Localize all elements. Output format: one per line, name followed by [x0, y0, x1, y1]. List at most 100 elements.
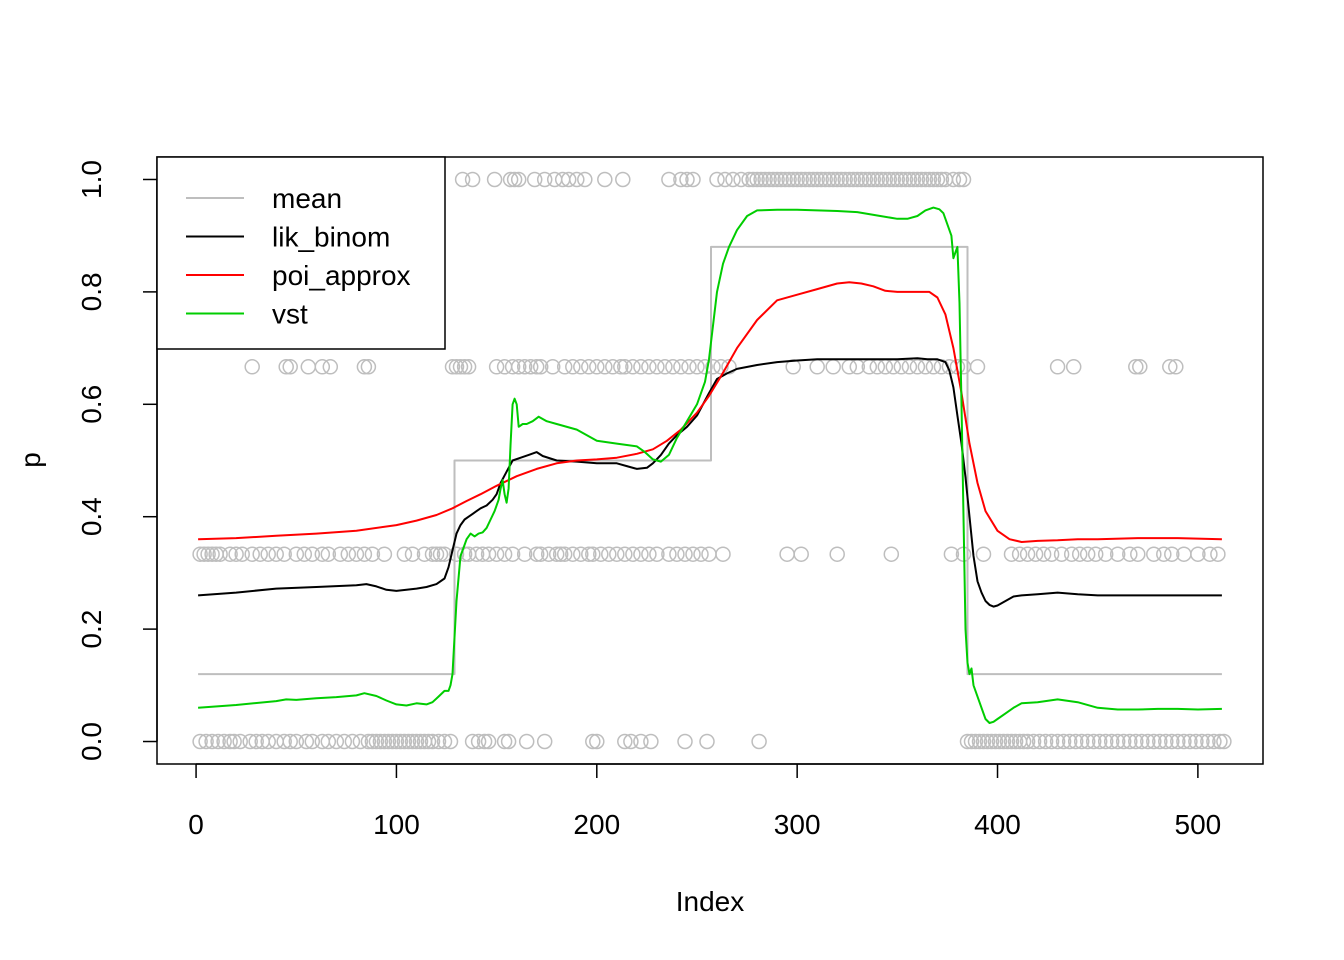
data-point [845, 171, 862, 188]
data-point [504, 359, 521, 375]
data-point [779, 546, 795, 562]
legend-label-mean: mean [272, 183, 342, 214]
data-point [633, 546, 649, 562]
data-point [364, 546, 381, 562]
x-tick-label: 200 [573, 809, 620, 840]
data-point [883, 546, 900, 562]
data-point [1055, 733, 1072, 750]
data-point [1085, 733, 1102, 750]
data-point [585, 546, 601, 562]
data-point [917, 359, 934, 375]
data-point [741, 171, 757, 188]
data-point [681, 359, 697, 375]
data-point [623, 733, 639, 750]
data-point [809, 171, 825, 188]
data-point [408, 733, 425, 750]
data-point [1053, 546, 1070, 562]
data-point [424, 733, 441, 750]
y-tick-label: 0.4 [76, 497, 107, 536]
data-point [1130, 546, 1146, 562]
data-point [833, 171, 849, 188]
series-lines [198, 206, 1222, 724]
data-point [1164, 546, 1180, 562]
data-point [1146, 733, 1162, 750]
data-point [601, 546, 617, 562]
data-point [328, 733, 345, 750]
data-point [384, 733, 401, 750]
data-point [404, 546, 421, 562]
data-point [569, 171, 585, 188]
data-point [248, 733, 264, 750]
data-point [404, 733, 421, 750]
data-point [244, 546, 260, 562]
data-point [829, 171, 845, 188]
data-point [677, 546, 693, 562]
data-point [1061, 733, 1078, 750]
data-point [581, 546, 597, 562]
data-point [597, 359, 613, 375]
x-tick-label: 100 [373, 809, 420, 840]
data-point [198, 733, 214, 750]
data-point [1156, 546, 1172, 562]
data-point [869, 171, 886, 188]
series-line-vst [198, 206, 1222, 724]
data-point [751, 733, 767, 750]
data-point [785, 171, 801, 188]
data-point [1176, 733, 1192, 750]
data-point [232, 733, 248, 750]
data-point [516, 546, 533, 562]
data-point [573, 546, 589, 562]
data-point [244, 359, 260, 375]
data-point [881, 171, 898, 188]
data-point [773, 171, 789, 188]
data-point [889, 171, 906, 188]
data-point [372, 733, 389, 750]
data-point [268, 733, 284, 750]
data-point [210, 733, 226, 750]
data-point [749, 171, 765, 188]
data-point [1216, 733, 1232, 750]
data-point [925, 171, 942, 188]
data-point [643, 733, 659, 750]
data-point [633, 733, 649, 750]
data-point [693, 546, 709, 562]
data-point [1109, 546, 1126, 562]
data-point [781, 171, 797, 188]
data-point [400, 733, 417, 750]
data-point [1003, 733, 1020, 750]
data-point [905, 171, 922, 188]
data-point [793, 546, 809, 562]
data-point [861, 171, 878, 188]
x-tick-label: 300 [774, 809, 821, 840]
data-point [963, 733, 980, 750]
data-point [192, 546, 208, 562]
data-point [216, 733, 232, 750]
data-point [226, 733, 242, 750]
data-point [649, 546, 665, 562]
data-point [1122, 733, 1138, 750]
data-point [1103, 733, 1120, 750]
data-point [192, 733, 208, 750]
data-point [360, 733, 377, 750]
data-point [222, 733, 238, 750]
data-point [1031, 733, 1048, 750]
data-point [526, 171, 543, 188]
data-point [556, 359, 573, 375]
data-point [496, 359, 513, 375]
data-point [1190, 546, 1206, 562]
data-point [885, 171, 902, 188]
data-point [797, 171, 813, 188]
data-point [1087, 546, 1104, 562]
data-point [673, 359, 689, 375]
data-point [222, 546, 238, 562]
data-point [464, 733, 481, 750]
data-point [396, 733, 413, 750]
data-point [573, 359, 589, 375]
data-point [1037, 733, 1054, 750]
data-point [705, 359, 721, 375]
data-point [1071, 546, 1088, 562]
data-point [625, 359, 641, 375]
legend-box [156, 156, 446, 350]
data-point [380, 733, 397, 750]
